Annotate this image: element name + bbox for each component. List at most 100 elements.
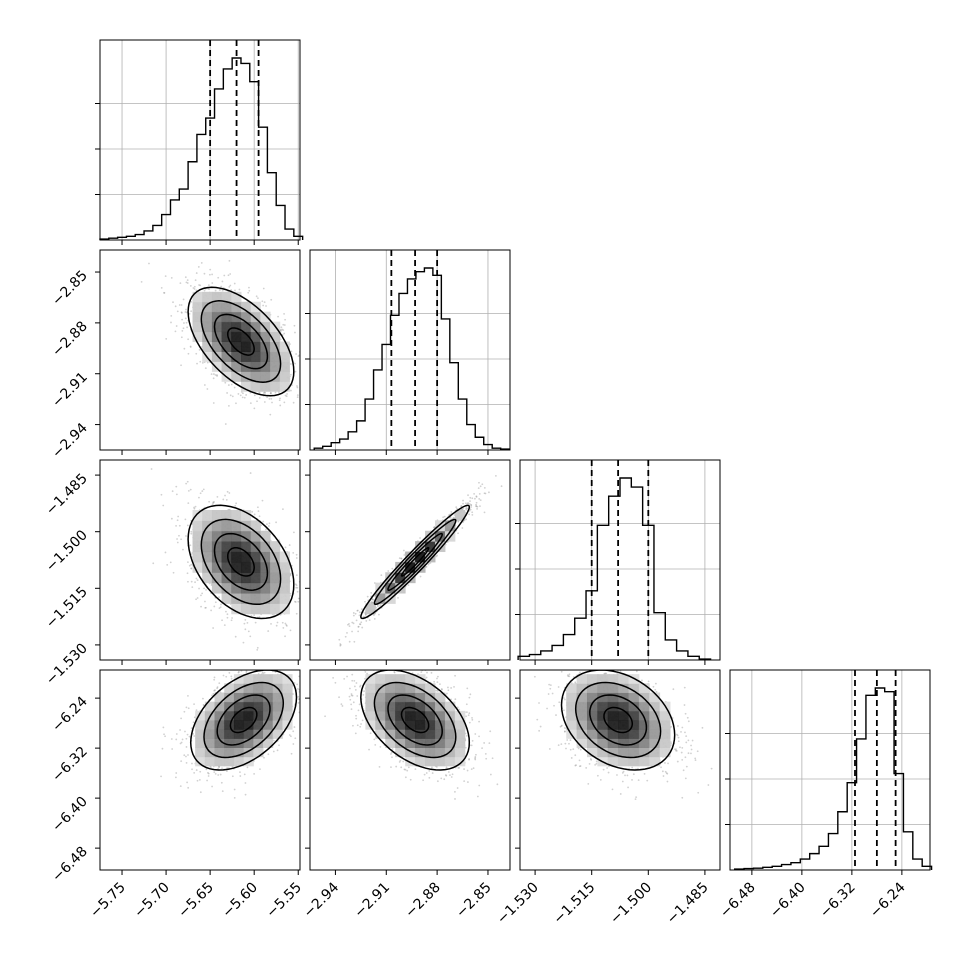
density-cell — [212, 583, 222, 594]
scatter-point — [471, 497, 473, 499]
density-cell — [222, 552, 232, 563]
density-cell — [270, 361, 280, 371]
scatter-point — [314, 604, 316, 606]
scatter-point — [194, 288, 196, 290]
scatter-point — [224, 624, 226, 626]
scatter-point — [351, 631, 353, 633]
scatter-point — [303, 632, 305, 634]
scatter-point — [316, 600, 318, 602]
scatter-point — [205, 367, 207, 369]
scatter-point — [276, 625, 278, 627]
scatter-point — [183, 327, 185, 329]
scatter-point — [280, 326, 282, 328]
density-cell — [251, 361, 261, 371]
scatter-point — [240, 394, 242, 396]
scatter-point — [360, 621, 362, 623]
scatter-point — [181, 330, 183, 332]
scatter-point — [244, 628, 246, 630]
scatter-point — [353, 615, 355, 617]
scatter-point — [216, 496, 218, 498]
scatter-point — [283, 313, 285, 315]
scatter-point — [220, 604, 222, 606]
scatter-point — [420, 576, 422, 578]
scatter-point — [179, 282, 181, 284]
scatter-point — [247, 622, 249, 624]
scatter-point — [361, 627, 363, 629]
scatter-point — [279, 397, 281, 399]
scatter-point — [175, 525, 177, 527]
scatter-point — [203, 488, 205, 490]
density-cell — [193, 520, 203, 531]
scatter-point — [488, 491, 490, 493]
scatter-point — [284, 319, 286, 321]
scatter-point — [190, 564, 192, 566]
density-cell — [222, 312, 232, 322]
scatter-point — [193, 735, 195, 737]
scatter-point — [179, 525, 181, 527]
density-cell — [202, 292, 212, 302]
scatter-point — [403, 550, 405, 552]
scatter-point — [232, 395, 234, 397]
scatter-point — [185, 756, 187, 758]
scatter-point — [478, 487, 480, 489]
scatter-point — [196, 363, 198, 365]
scatter-point — [291, 753, 293, 755]
scatter-point — [444, 516, 446, 518]
scatter-point — [213, 373, 215, 375]
scatter-point — [213, 690, 215, 692]
scatter-point — [275, 392, 277, 394]
scatter-point — [201, 592, 203, 594]
scatter-point — [181, 319, 183, 321]
scatter-point — [165, 275, 167, 277]
density-cell — [395, 583, 405, 594]
scatter-point — [234, 797, 236, 799]
scatter-point — [199, 771, 201, 773]
scatter-point — [227, 617, 229, 619]
scatter-point — [202, 362, 204, 364]
scatter-point — [187, 525, 189, 527]
density-cell — [260, 603, 270, 614]
scatter-point — [467, 494, 469, 496]
scatter-point — [226, 392, 228, 394]
density-cell — [202, 520, 212, 531]
density-cell — [212, 322, 222, 332]
scatter-point — [180, 364, 182, 366]
scatter-point — [220, 286, 222, 288]
scatter-point — [296, 554, 298, 556]
scatter-point — [198, 588, 200, 590]
scatter-point — [296, 385, 298, 387]
scatter-point — [185, 276, 187, 278]
scatter-point — [190, 285, 192, 287]
scatter-point — [306, 605, 308, 607]
scatter-point — [355, 613, 357, 615]
scatter-point — [481, 483, 483, 485]
scatter-point — [294, 737, 296, 739]
scatter-point — [263, 288, 265, 290]
density-cell — [280, 583, 290, 594]
scatter-point — [231, 617, 233, 619]
density-cell — [251, 381, 261, 391]
scatter-point — [230, 394, 232, 396]
scatter-point — [304, 586, 306, 588]
scatter-point — [462, 500, 464, 502]
scatter-point — [285, 623, 287, 625]
scatter-point — [253, 773, 255, 775]
scatter-point — [391, 568, 393, 570]
scatter-point — [177, 519, 179, 521]
scatter-point — [298, 598, 300, 600]
scatter-point — [223, 275, 225, 277]
scatter-point — [213, 771, 215, 773]
scatter-point — [251, 654, 253, 656]
scatter-point — [295, 353, 297, 355]
scatter-point — [293, 531, 295, 533]
scatter-point — [239, 775, 241, 777]
scatter-point — [312, 613, 314, 615]
scatter-point — [480, 499, 482, 501]
scatter-point — [222, 499, 224, 501]
scatter-point — [266, 396, 268, 398]
scatter-point — [275, 521, 277, 523]
scatter-point — [244, 397, 246, 399]
scatter-point — [264, 401, 266, 403]
scatter-point — [361, 608, 363, 610]
scatter-point — [225, 423, 227, 425]
